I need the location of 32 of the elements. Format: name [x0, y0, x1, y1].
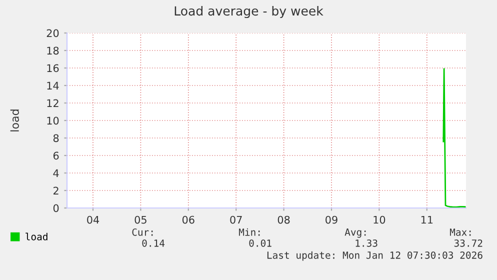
x-tick-label: 11 [421, 216, 433, 224]
y-tick-label: 10 [47, 116, 59, 125]
line-series [442, 68, 466, 208]
text: Cur: [132, 228, 153, 236]
y-tick-label: 2 [53, 186, 58, 194]
legend-label: load [26, 232, 48, 240]
y-tick-label: 8 [53, 134, 59, 142]
y-tick-label: 18 [47, 46, 59, 55]
text: Avg: [344, 228, 366, 238]
y-tick-label: 16 [47, 64, 59, 72]
text: 33.72 [454, 239, 482, 247]
x-tick-label: 06 [182, 216, 194, 224]
text: Last update: Mon Jan 12 07:30:03 2026 [267, 251, 482, 261]
y-tick-label: 14 [47, 82, 59, 90]
text: 1.33 [356, 239, 378, 247]
y-tick-label: 12 [47, 99, 58, 107]
y-tick-label: 0 [53, 204, 59, 212]
text: 0.14 [142, 239, 165, 247]
y-tick-label: 6 [53, 152, 59, 160]
x-tick-label: 05 [134, 216, 146, 224]
text: Max: [450, 228, 471, 236]
chart-title: Load average - by week [174, 6, 324, 18]
x-tick-label: 08 [278, 216, 290, 224]
text: Min: [238, 228, 260, 236]
y-tick-label: 4 [53, 169, 59, 177]
x-tick-label: 07 [230, 216, 242, 224]
x-tick-label: 09 [326, 216, 338, 224]
text: 0.01 [249, 239, 272, 247]
y-tick-label: 20 [46, 29, 59, 38]
y-axis-title: load [10, 110, 19, 132]
x-tick-label: 10 [374, 216, 386, 224]
x-tick-label: 04 [87, 216, 100, 224]
